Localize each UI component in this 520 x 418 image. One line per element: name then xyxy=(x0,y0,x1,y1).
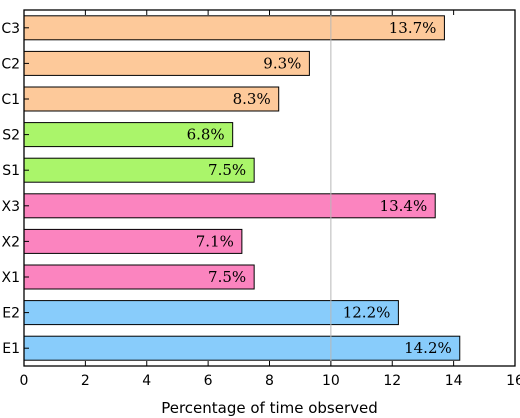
bar-value-label-S1: 7.5% xyxy=(208,161,246,179)
y-tick-label-C3: C3 xyxy=(1,21,20,37)
bar-E1 xyxy=(23,335,461,361)
x-tick-label-0: 0 xyxy=(20,373,29,389)
bar-value-label-X3: 13.4% xyxy=(380,197,428,215)
bar-value-label-E1: 14.2% xyxy=(404,339,452,357)
bar-S1 xyxy=(23,157,255,183)
y-axis: C3 C2 C1 S2 S1 X3 X2 X1 E2 E1 xyxy=(1,21,29,357)
bar-S2 xyxy=(23,122,234,148)
y-tick-label-X1: X1 xyxy=(2,270,21,286)
y-tick-label-S1: S1 xyxy=(2,163,20,179)
bar-X3 xyxy=(23,193,436,219)
bar-C3 xyxy=(23,15,445,41)
bar-value-label-C1: 8.3% xyxy=(233,90,271,108)
y-tick-label-C2: C2 xyxy=(1,56,20,72)
x-axis: 0 2 4 6 8 10 12 14 16 xyxy=(20,10,520,389)
x-tick-label-10: 10 xyxy=(322,373,340,389)
x-tick-label-12: 12 xyxy=(383,373,401,389)
x-tick-label-16: 16 xyxy=(506,373,520,389)
bar-value-label-X2: 7.1% xyxy=(196,232,234,250)
y-tick-label-C1: C1 xyxy=(1,92,20,108)
x-tick-label-6: 6 xyxy=(204,373,213,389)
bar-value-label-E2: 12.2% xyxy=(343,304,391,322)
bar-value-label-S2: 6.8% xyxy=(187,126,225,144)
bar-X2 xyxy=(23,228,243,254)
y-tick-label-E2: E2 xyxy=(2,306,20,322)
bar-C1 xyxy=(23,86,280,112)
bar-E2 xyxy=(23,300,399,326)
bars-group xyxy=(23,15,461,361)
bar-value-label-X1: 7.5% xyxy=(208,268,246,286)
y-tick-label-E1: E1 xyxy=(2,341,20,357)
bar-value-label-C3: 13.7% xyxy=(389,19,437,37)
x-axis-title: Percentage of time observed xyxy=(161,399,378,417)
x-tick-label-14: 14 xyxy=(445,373,463,389)
x-tick-label-8: 8 xyxy=(265,373,274,389)
x-tick-label-2: 2 xyxy=(81,373,90,389)
y-tick-label-X3: X3 xyxy=(2,199,21,215)
y-tick-label-X2: X2 xyxy=(2,234,21,250)
bar-labels-group: 13.7% 9.3% 8.3% 6.8% 7.5% 13.4% 7.1% 7.5% 12.2% 1… xyxy=(187,19,452,357)
y-tick-label-S2: S2 xyxy=(2,128,20,144)
bar-C2 xyxy=(23,50,310,76)
bar-value-label-C2: 9.3% xyxy=(263,54,301,72)
x-tick-label-4: 4 xyxy=(142,373,151,389)
